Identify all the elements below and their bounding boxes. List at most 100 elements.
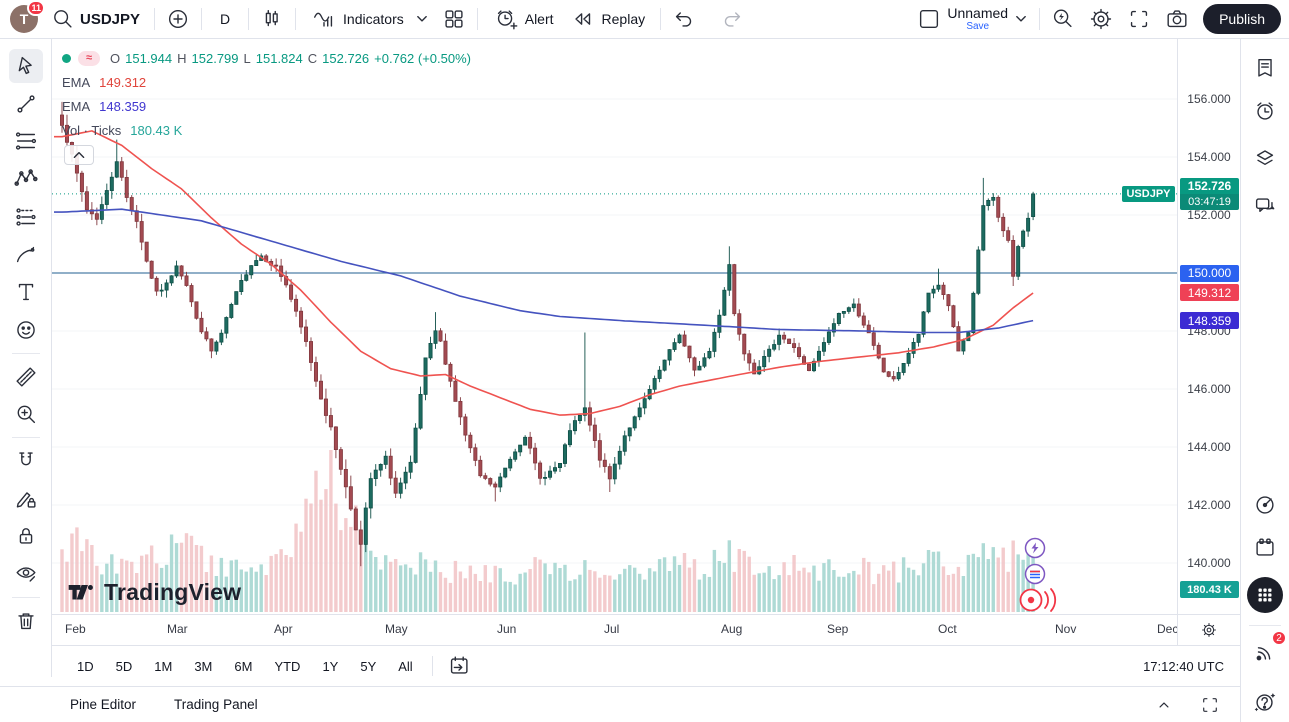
stay-in-drawing-mode[interactable]: [9, 482, 43, 516]
right-sidebar: 2: [1240, 39, 1289, 722]
streams-panel[interactable]: 2: [1247, 630, 1287, 670]
symbol-price-tag: USDJPY: [1122, 186, 1175, 202]
snapshot-button[interactable]: [1161, 4, 1193, 34]
price-axis[interactable]: 152.726 03:47:19 156.000154.000152.00015…: [1177, 39, 1240, 614]
hide-drawings[interactable]: [9, 557, 43, 591]
bottom-panel: Pine Editor Trading Panel: [0, 686, 1240, 722]
range-button-all[interactable]: All: [398, 658, 413, 674]
price-chart[interactable]: [52, 39, 1177, 614]
current-price-label: 152.726 03:47:19: [1180, 177, 1239, 210]
chart-settings-button[interactable]: [1085, 4, 1117, 34]
indicator-legend-row-0[interactable]: EMA 149.312: [62, 73, 476, 91]
indicator-value: 180.43 K: [130, 122, 183, 138]
lock-drawings[interactable]: [9, 519, 43, 553]
chart-style-button[interactable]: [256, 4, 288, 34]
range-button-5y[interactable]: 5Y: [360, 658, 377, 674]
layout-name-block[interactable]: Unnamed Save: [947, 6, 1008, 32]
layout-name: Unnamed: [947, 5, 1009, 21]
calendar-panel[interactable]: [1247, 530, 1283, 566]
range-button-5d[interactable]: 5D: [115, 658, 133, 674]
prediction-tool[interactable]: [9, 200, 43, 234]
indicator-name: EMA: [62, 98, 91, 114]
time-axis[interactable]: Feb Mar Apr May Jun Jul Aug Sep Oct Nov Dec: [52, 614, 1177, 645]
replay-button[interactable]: Replay: [562, 4, 654, 34]
layout-dropdown-button[interactable]: [1010, 4, 1032, 34]
indicators-dropdown-button[interactable]: [412, 4, 432, 34]
undo-button[interactable]: [668, 4, 700, 34]
watchlist-panel[interactable]: [1247, 50, 1283, 86]
signal-icon: [1252, 639, 1278, 665]
object-tree-panel[interactable]: [1247, 140, 1283, 176]
bookmark-icon: [1252, 55, 1278, 81]
go-to-date-button[interactable]: [443, 651, 475, 681]
interval-button[interactable]: D: [209, 4, 241, 34]
range-button-1y[interactable]: 1Y: [322, 658, 339, 674]
range-button-6m[interactable]: 6M: [234, 658, 253, 674]
zoom-in-tool[interactable]: [9, 397, 43, 431]
appsgrid-icon: [1252, 582, 1278, 608]
legend-collapse-button[interactable]: [64, 145, 94, 165]
clock-display[interactable]: 17:12:40 UTC: [1143, 658, 1224, 674]
chevron-up-icon: [1153, 694, 1175, 716]
ohlc-part: 151.944: [125, 50, 173, 66]
live-broadcast-widget[interactable]: [1018, 587, 1064, 618]
trend-icon: [13, 91, 39, 117]
publish-button[interactable]: Publish: [1203, 4, 1281, 34]
maximize-icon: [1199, 694, 1221, 716]
symbol-search-button[interactable]: USDJPY: [50, 6, 140, 32]
indicator-legend-row-2[interactable]: Vol · Ticks 180.43 K: [62, 121, 476, 139]
chart-pane[interactable]: [52, 39, 1177, 614]
chat-panel[interactable]: [1247, 188, 1283, 224]
tradingview-logo-link[interactable]: TradingView: [66, 577, 241, 607]
range-button-1d[interactable]: 1D: [77, 658, 94, 674]
hotlist-widget[interactable]: [1024, 563, 1046, 590]
layout-save-link[interactable]: Save: [966, 21, 990, 32]
range-button-ytd[interactable]: YTD: [274, 658, 301, 674]
symbol-legend-row[interactable]: ≈ O 151.944 H 152.799 L 151.824 C 152.726 +0.762…: [62, 49, 476, 67]
sidebar-divider: [1249, 625, 1281, 626]
range-button-1m[interactable]: 1M: [154, 658, 173, 674]
indicator-legend-row-1[interactable]: EMA 148.359: [62, 97, 476, 115]
alert-button[interactable]: Alert: [485, 4, 562, 34]
redo-button[interactable]: [716, 4, 748, 34]
pattern-tool[interactable]: [9, 162, 43, 196]
notification-count-badge: 11: [27, 0, 45, 16]
tradingview-logo-text: TradingView: [104, 578, 242, 605]
quick-search-icon: [1050, 6, 1076, 32]
search-icon: [50, 6, 76, 32]
indicator-value: 148.359: [99, 98, 147, 114]
quick-search-button[interactable]: [1047, 4, 1079, 34]
help-button[interactable]: [1247, 684, 1283, 720]
expand-panel-button[interactable]: [1148, 690, 1180, 720]
layout-select-button[interactable]: [913, 4, 945, 34]
brush-tool[interactable]: [9, 238, 43, 272]
range-button-3m[interactable]: 3M: [194, 658, 213, 674]
magnet-mode[interactable]: [9, 444, 43, 478]
indicator-templates-button[interactable]: [438, 4, 470, 34]
cursor-tool[interactable]: [9, 49, 43, 83]
help-icon: [1252, 689, 1278, 715]
quick-actions-widget[interactable]: [1024, 537, 1046, 564]
plus-circle-icon: [165, 6, 191, 32]
tab-pine-editor[interactable]: Pine Editor: [70, 697, 137, 712]
maximize-panel-button[interactable]: [1194, 690, 1226, 720]
alerts-panel[interactable]: [1247, 93, 1283, 129]
emoji-tool[interactable]: [9, 313, 43, 347]
apps-menu[interactable]: [1247, 577, 1283, 613]
tab-trading-panel[interactable]: Trading Panel: [174, 697, 258, 712]
fullscreen-button[interactable]: [1123, 4, 1155, 34]
compare-add-button[interactable]: [162, 4, 194, 34]
indicator-name: EMA: [62, 74, 91, 90]
alert-label: Alert: [524, 11, 554, 27]
text-tool[interactable]: [9, 275, 43, 309]
axis-settings-corner[interactable]: [1177, 614, 1240, 645]
fib-retracement-tool[interactable]: [9, 124, 43, 158]
measure-tool[interactable]: [9, 360, 43, 394]
user-avatar[interactable]: T 11: [10, 0, 45, 33]
month-tick: Jun: [497, 622, 517, 636]
screener-panel[interactable]: [1247, 487, 1283, 523]
trend-line-tool[interactable]: [9, 87, 43, 121]
indicators-button[interactable]: Indicators: [303, 4, 412, 34]
remove-drawings[interactable]: [9, 604, 43, 638]
price-tick: 152.000: [1187, 208, 1231, 222]
